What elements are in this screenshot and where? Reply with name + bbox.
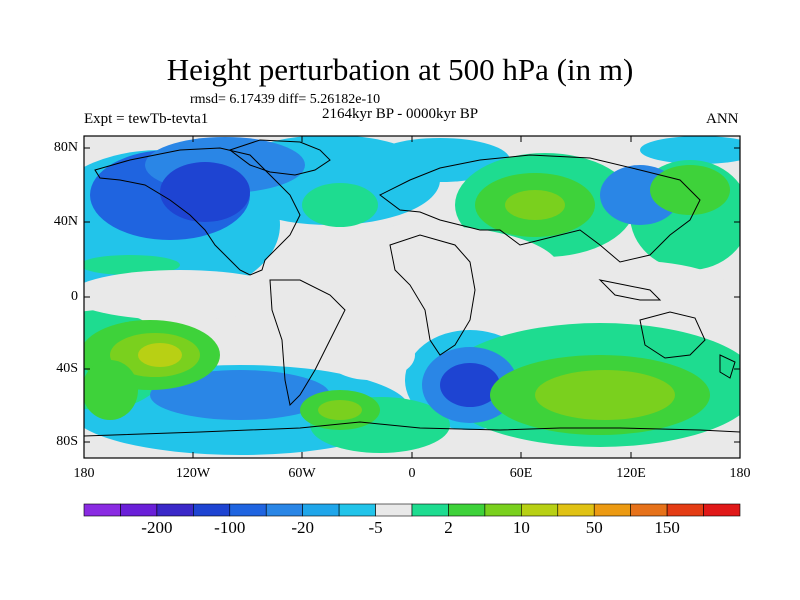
colorbar-swatch — [666, 503, 704, 517]
colorbar-swatch — [593, 503, 631, 517]
colorbar-swatch — [411, 503, 449, 517]
colorbar-swatch — [83, 503, 121, 517]
colorbar-swatch — [338, 503, 376, 517]
colorbar-label: 50 — [585, 518, 603, 537]
colorbar-label: -200 — [141, 518, 173, 537]
lat-label-80s: 80S — [56, 434, 78, 449]
coastlines — [84, 139, 740, 437]
colorbar-swatch — [521, 503, 559, 517]
colorbar-swatch — [120, 503, 158, 517]
season-label: ANN — [706, 111, 739, 127]
lat-label-0: 0 — [71, 289, 78, 304]
colorbar-label: -20 — [291, 518, 314, 537]
colorbar-label: 2 — [444, 518, 453, 537]
colorbar-label: -5 — [368, 518, 383, 537]
colorbar-swatch — [703, 503, 741, 517]
colorbar-label: -100 — [214, 518, 246, 537]
lat-label-40n: 40N — [53, 214, 78, 229]
lon-label-60w: 60W — [288, 466, 316, 481]
time-period: 2164kyr BP - 0000kyr BP — [322, 106, 479, 122]
lon-label-120w: 120W — [175, 466, 211, 481]
colorbar-swatch — [265, 503, 303, 517]
axis-ticks — [83, 136, 741, 458]
height-field — [84, 136, 740, 458]
colorbar-swatch — [375, 503, 413, 517]
lon-label-180w: 180 — [73, 466, 95, 481]
rmsd-stats: rmsd= 6.17439 diff= 5.26182e-10 — [190, 92, 381, 107]
colorbar-swatch — [156, 503, 194, 517]
colorbar-swatch — [484, 503, 522, 517]
lon-label-120e: 120E — [616, 466, 646, 481]
colorbar-swatch — [193, 503, 231, 517]
colorbar-label: 10 — [512, 518, 530, 537]
colorbar — [83, 503, 741, 517]
experiment-label: Expt = tewTb-tevta1 — [84, 111, 209, 127]
lon-label-180e: 180 — [729, 466, 751, 481]
colorbar-swatch — [302, 503, 340, 517]
colorbar-swatch — [557, 503, 595, 517]
lat-label-40s: 40S — [56, 361, 78, 376]
lon-label-60e: 60E — [509, 466, 533, 481]
colorbar-swatch — [448, 503, 486, 517]
lat-label-80n: 80N — [53, 140, 78, 155]
colorbar-swatch — [630, 503, 668, 517]
map-title: Height perturbation at 500 hPa (in m) — [166, 52, 634, 87]
lon-label-0: 0 — [408, 466, 416, 481]
colorbar-label: 150 — [654, 518, 680, 537]
colorbar-swatch — [229, 503, 267, 517]
